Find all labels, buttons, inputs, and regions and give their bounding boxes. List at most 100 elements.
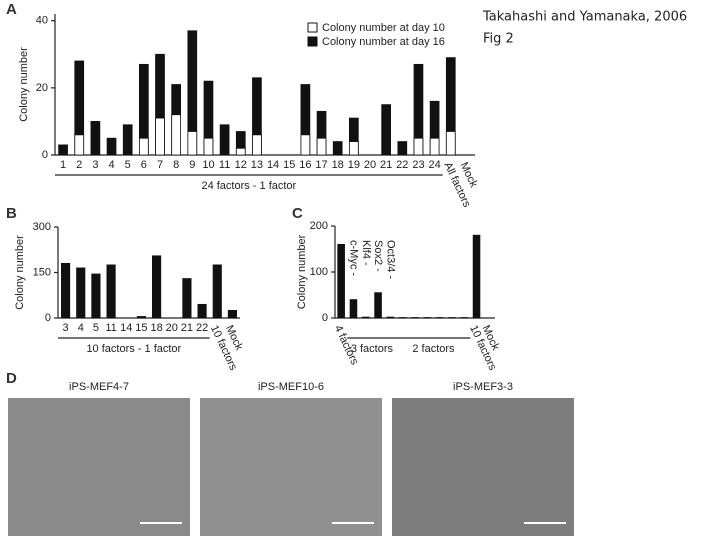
x-tick-label: 11 bbox=[219, 159, 230, 171]
bar bbox=[90, 121, 101, 156]
bar bbox=[361, 316, 370, 319]
bar bbox=[74, 134, 85, 156]
y-tick-label: 0 bbox=[42, 149, 48, 161]
bar bbox=[472, 234, 481, 319]
bar bbox=[106, 264, 116, 319]
bar bbox=[58, 144, 68, 156]
y-axis-label: Colony number bbox=[18, 47, 30, 122]
x-tick-label: 4 bbox=[78, 322, 84, 334]
photo-label: iPS-MEF10-6 bbox=[258, 381, 324, 393]
panel-letter: A bbox=[6, 1, 17, 18]
bar bbox=[374, 292, 382, 319]
bar bbox=[197, 303, 207, 319]
y-tick-label: 0 bbox=[45, 312, 51, 324]
bar bbox=[91, 273, 101, 319]
x-tick-label: 19 bbox=[348, 159, 360, 171]
x-tick-label: 6 bbox=[141, 159, 147, 171]
category-label: c-Myc - bbox=[348, 240, 360, 276]
category-label: Sox2 - bbox=[372, 240, 384, 272]
x-tick-label: 7 bbox=[157, 159, 163, 171]
photo bbox=[200, 398, 382, 536]
bar bbox=[122, 124, 133, 156]
group-label: 3 factors bbox=[351, 343, 394, 355]
bar bbox=[61, 262, 71, 319]
bar bbox=[136, 316, 146, 319]
x-tick-label: 22 bbox=[196, 322, 208, 334]
y-axis-label: Colony number bbox=[296, 234, 308, 309]
y-tick-label: 20 bbox=[36, 82, 48, 94]
bar bbox=[332, 141, 343, 156]
x-tick-label: 5 bbox=[125, 159, 131, 171]
x-tick-label: 12 bbox=[235, 159, 247, 171]
x-tick-label: 3 bbox=[92, 159, 98, 171]
x-tick-label: 24 bbox=[428, 159, 440, 171]
bar bbox=[337, 243, 345, 319]
x-tick-label: 2 bbox=[76, 159, 82, 171]
x-tick-label: 1 bbox=[60, 159, 66, 171]
legend-label: Colony number at day 16 bbox=[322, 36, 445, 48]
bar bbox=[252, 134, 262, 156]
bar bbox=[413, 137, 424, 156]
group-label: 10 factors - 1 factor bbox=[86, 343, 181, 355]
bar bbox=[187, 131, 198, 156]
bar bbox=[316, 137, 327, 156]
bar bbox=[227, 310, 237, 319]
bar bbox=[300, 134, 311, 156]
x-tick-label: 17 bbox=[315, 159, 327, 171]
group-label: 2 factors bbox=[412, 343, 455, 355]
x-tick-label: 4 bbox=[108, 159, 114, 171]
y-tick-label: 40 bbox=[36, 15, 48, 27]
group-label: 24 factors - 1 factor bbox=[201, 180, 296, 192]
x-tick-label: 9 bbox=[189, 159, 195, 171]
bar bbox=[445, 131, 456, 156]
bar bbox=[106, 137, 117, 156]
x-tick-label: 3 bbox=[63, 322, 69, 334]
panel-letter: D bbox=[6, 370, 17, 387]
legend-swatch bbox=[307, 22, 318, 33]
bar bbox=[235, 147, 246, 156]
bar bbox=[219, 124, 230, 156]
bar bbox=[397, 141, 408, 156]
y-tick-label: 200 bbox=[310, 220, 328, 232]
bar bbox=[386, 316, 395, 319]
x-tick-label: 11 bbox=[105, 322, 116, 334]
photo bbox=[8, 398, 190, 536]
x-tick-label: 18 bbox=[332, 159, 344, 171]
legend-label: Colony number at day 10 bbox=[322, 22, 445, 34]
photo-label: iPS-MEF3-3 bbox=[453, 381, 513, 393]
x-tick-label: 16 bbox=[299, 159, 311, 171]
panel-letter: B bbox=[6, 205, 17, 222]
bar bbox=[155, 117, 165, 156]
category-label: Oct3/4 - bbox=[384, 240, 396, 279]
bar bbox=[349, 141, 359, 156]
x-tick-label: 20 bbox=[166, 322, 178, 334]
caption: Fig 2 bbox=[483, 32, 514, 47]
x-tick-label: 14 bbox=[267, 159, 279, 171]
x-tick-label: 21 bbox=[181, 322, 193, 334]
bar bbox=[152, 255, 162, 319]
bar bbox=[139, 137, 149, 156]
x-tick-label: 15 bbox=[135, 322, 147, 334]
photos: iPS-MEF4-7 iPS-MEF10-6 iPS-MEF3-3 bbox=[8, 381, 574, 536]
y-tick-label: 0 bbox=[322, 312, 328, 324]
y-tick-label: 150 bbox=[33, 266, 51, 278]
photo-label: iPS-MEF4-7 bbox=[69, 381, 129, 393]
x-tick-label: 23 bbox=[412, 159, 424, 171]
bar bbox=[182, 278, 192, 319]
x-tick-label: 20 bbox=[364, 159, 376, 171]
panel-letter: C bbox=[292, 205, 303, 222]
x-tick-label: 8 bbox=[173, 159, 179, 171]
x-tick-label: 5 bbox=[93, 322, 99, 334]
bar bbox=[381, 104, 391, 156]
category-label: Klf4 - bbox=[360, 240, 372, 266]
x-tick-label: 15 bbox=[283, 159, 295, 171]
legend-swatch bbox=[307, 36, 318, 47]
y-axis-label: Colony number bbox=[14, 235, 26, 310]
bar bbox=[171, 114, 181, 156]
bar bbox=[429, 137, 440, 156]
x-tick-label: 18 bbox=[150, 322, 162, 334]
x-tick-label: 14 bbox=[120, 322, 132, 334]
photo bbox=[392, 398, 574, 536]
caption: Takahashi and Yamanaka, 2006 bbox=[482, 10, 687, 25]
